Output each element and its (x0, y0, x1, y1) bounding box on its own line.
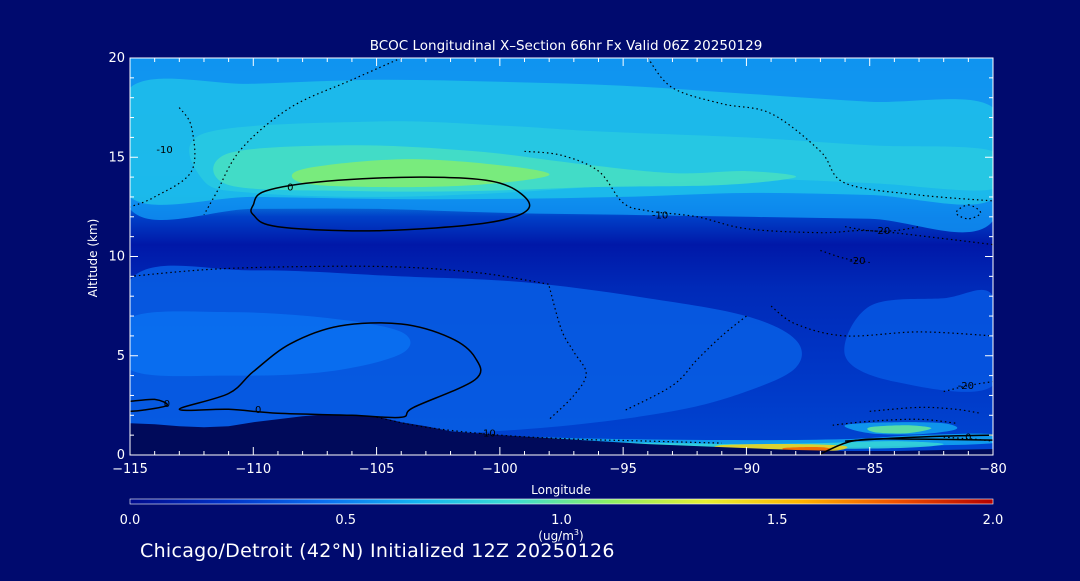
contour-label-17: -20 (958, 381, 974, 392)
contour-line-15 (820, 249, 870, 264)
contour-line-13 (770, 305, 993, 337)
contour-line-5 (130, 107, 196, 208)
concentration-region-13 (867, 425, 932, 434)
colorbar-tick-label: 1.0 (551, 513, 572, 528)
contour-line-10 (548, 286, 587, 420)
contour-line-18 (832, 418, 957, 426)
x-axis: −115 −110 −105 −100 −95 −90 −85 −80 (112, 58, 1007, 477)
contour-label-14: -20 (874, 226, 890, 237)
y-tick-label: 15 (108, 150, 125, 165)
concentration-region-7 (844, 289, 993, 392)
contour-line-4 (845, 434, 993, 442)
colorbar-tick-label: 1.5 (767, 513, 788, 528)
y-axis: 0 5 10 15 20 (108, 51, 993, 463)
colorbar-tick-label: 0.0 (120, 513, 141, 528)
y-tick-label: 0 (117, 448, 125, 463)
colorbar-ticks: 0.0 0.5 1.0 1.5 2.0 (120, 513, 1004, 528)
colorbar-unit-base: (ug/m (538, 529, 574, 543)
concentration-region-6 (130, 311, 411, 377)
contour-line-20 (943, 436, 993, 442)
colorbar-tick-label: 0.5 (335, 513, 356, 528)
contour-label-2: 0 (164, 399, 170, 410)
contour-label-7: -10 (652, 210, 668, 221)
colorbar-unit-superscript: 3 (574, 528, 579, 537)
contour-line-0 (250, 176, 531, 232)
contour-label-1: 0 (255, 405, 261, 416)
x-tick-label: −80 (979, 462, 1006, 477)
x-tick-label: −95 (609, 462, 636, 477)
contour-line-11 (376, 416, 722, 444)
y-tick-label: 20 (108, 51, 125, 66)
concentration-region-5 (130, 265, 802, 440)
contour-label-11: -10 (479, 429, 495, 440)
colorbar-gradient (129, 498, 994, 505)
y-tick-label: 10 (108, 250, 125, 265)
contour-label-15: -20 (849, 256, 865, 267)
colorbar: 0.0 0.5 1.0 1.5 2.0 (ug/m3) (120, 498, 1004, 543)
x-axis-label: Longitude (531, 483, 591, 497)
contour-line-12 (622, 315, 747, 412)
concentration-fills (130, 58, 993, 453)
contour-lines: 0 0 0 0 -10 -10 -10 -20 -20 -20 (130, 58, 993, 455)
x-tick-label: −110 (235, 462, 271, 477)
y-tick-label: 5 (117, 349, 125, 364)
x-tick-label: −115 (112, 462, 148, 477)
colorbar-unit-close: ) (579, 529, 584, 543)
contour-label-0: 0 (287, 183, 293, 194)
chart-title: BCOC Longitudinal X–Section 66hr Fx Vali… (370, 38, 763, 54)
contour-line-8 (647, 58, 993, 202)
colorbar-unit: (ug/m3) (538, 528, 583, 543)
contour-line-7 (524, 150, 993, 246)
x-tick-label: −85 (856, 462, 883, 477)
contour-label-5: -10 (156, 145, 172, 156)
contour-line-1 (178, 322, 482, 419)
plot-area: 0 0 0 0 -10 -10 -10 -20 -20 -20 (130, 58, 993, 455)
x-tick-label: −100 (482, 462, 518, 477)
contour-line-2 (130, 398, 169, 413)
x-tick-label: −90 (733, 462, 760, 477)
x-tick-label: −105 (359, 462, 395, 477)
footer-caption: Chicago/Detroit (42°N) Initialized 12Z 2… (140, 540, 615, 562)
colorbar-tick-label: 2.0 (983, 513, 1004, 528)
terrain-mask (130, 414, 993, 455)
contour-label-3: 0 (965, 433, 971, 444)
y-axis-label: Altitude (km) (86, 219, 100, 298)
contour-line-17 (943, 381, 993, 393)
contour-line-14 (844, 226, 920, 232)
